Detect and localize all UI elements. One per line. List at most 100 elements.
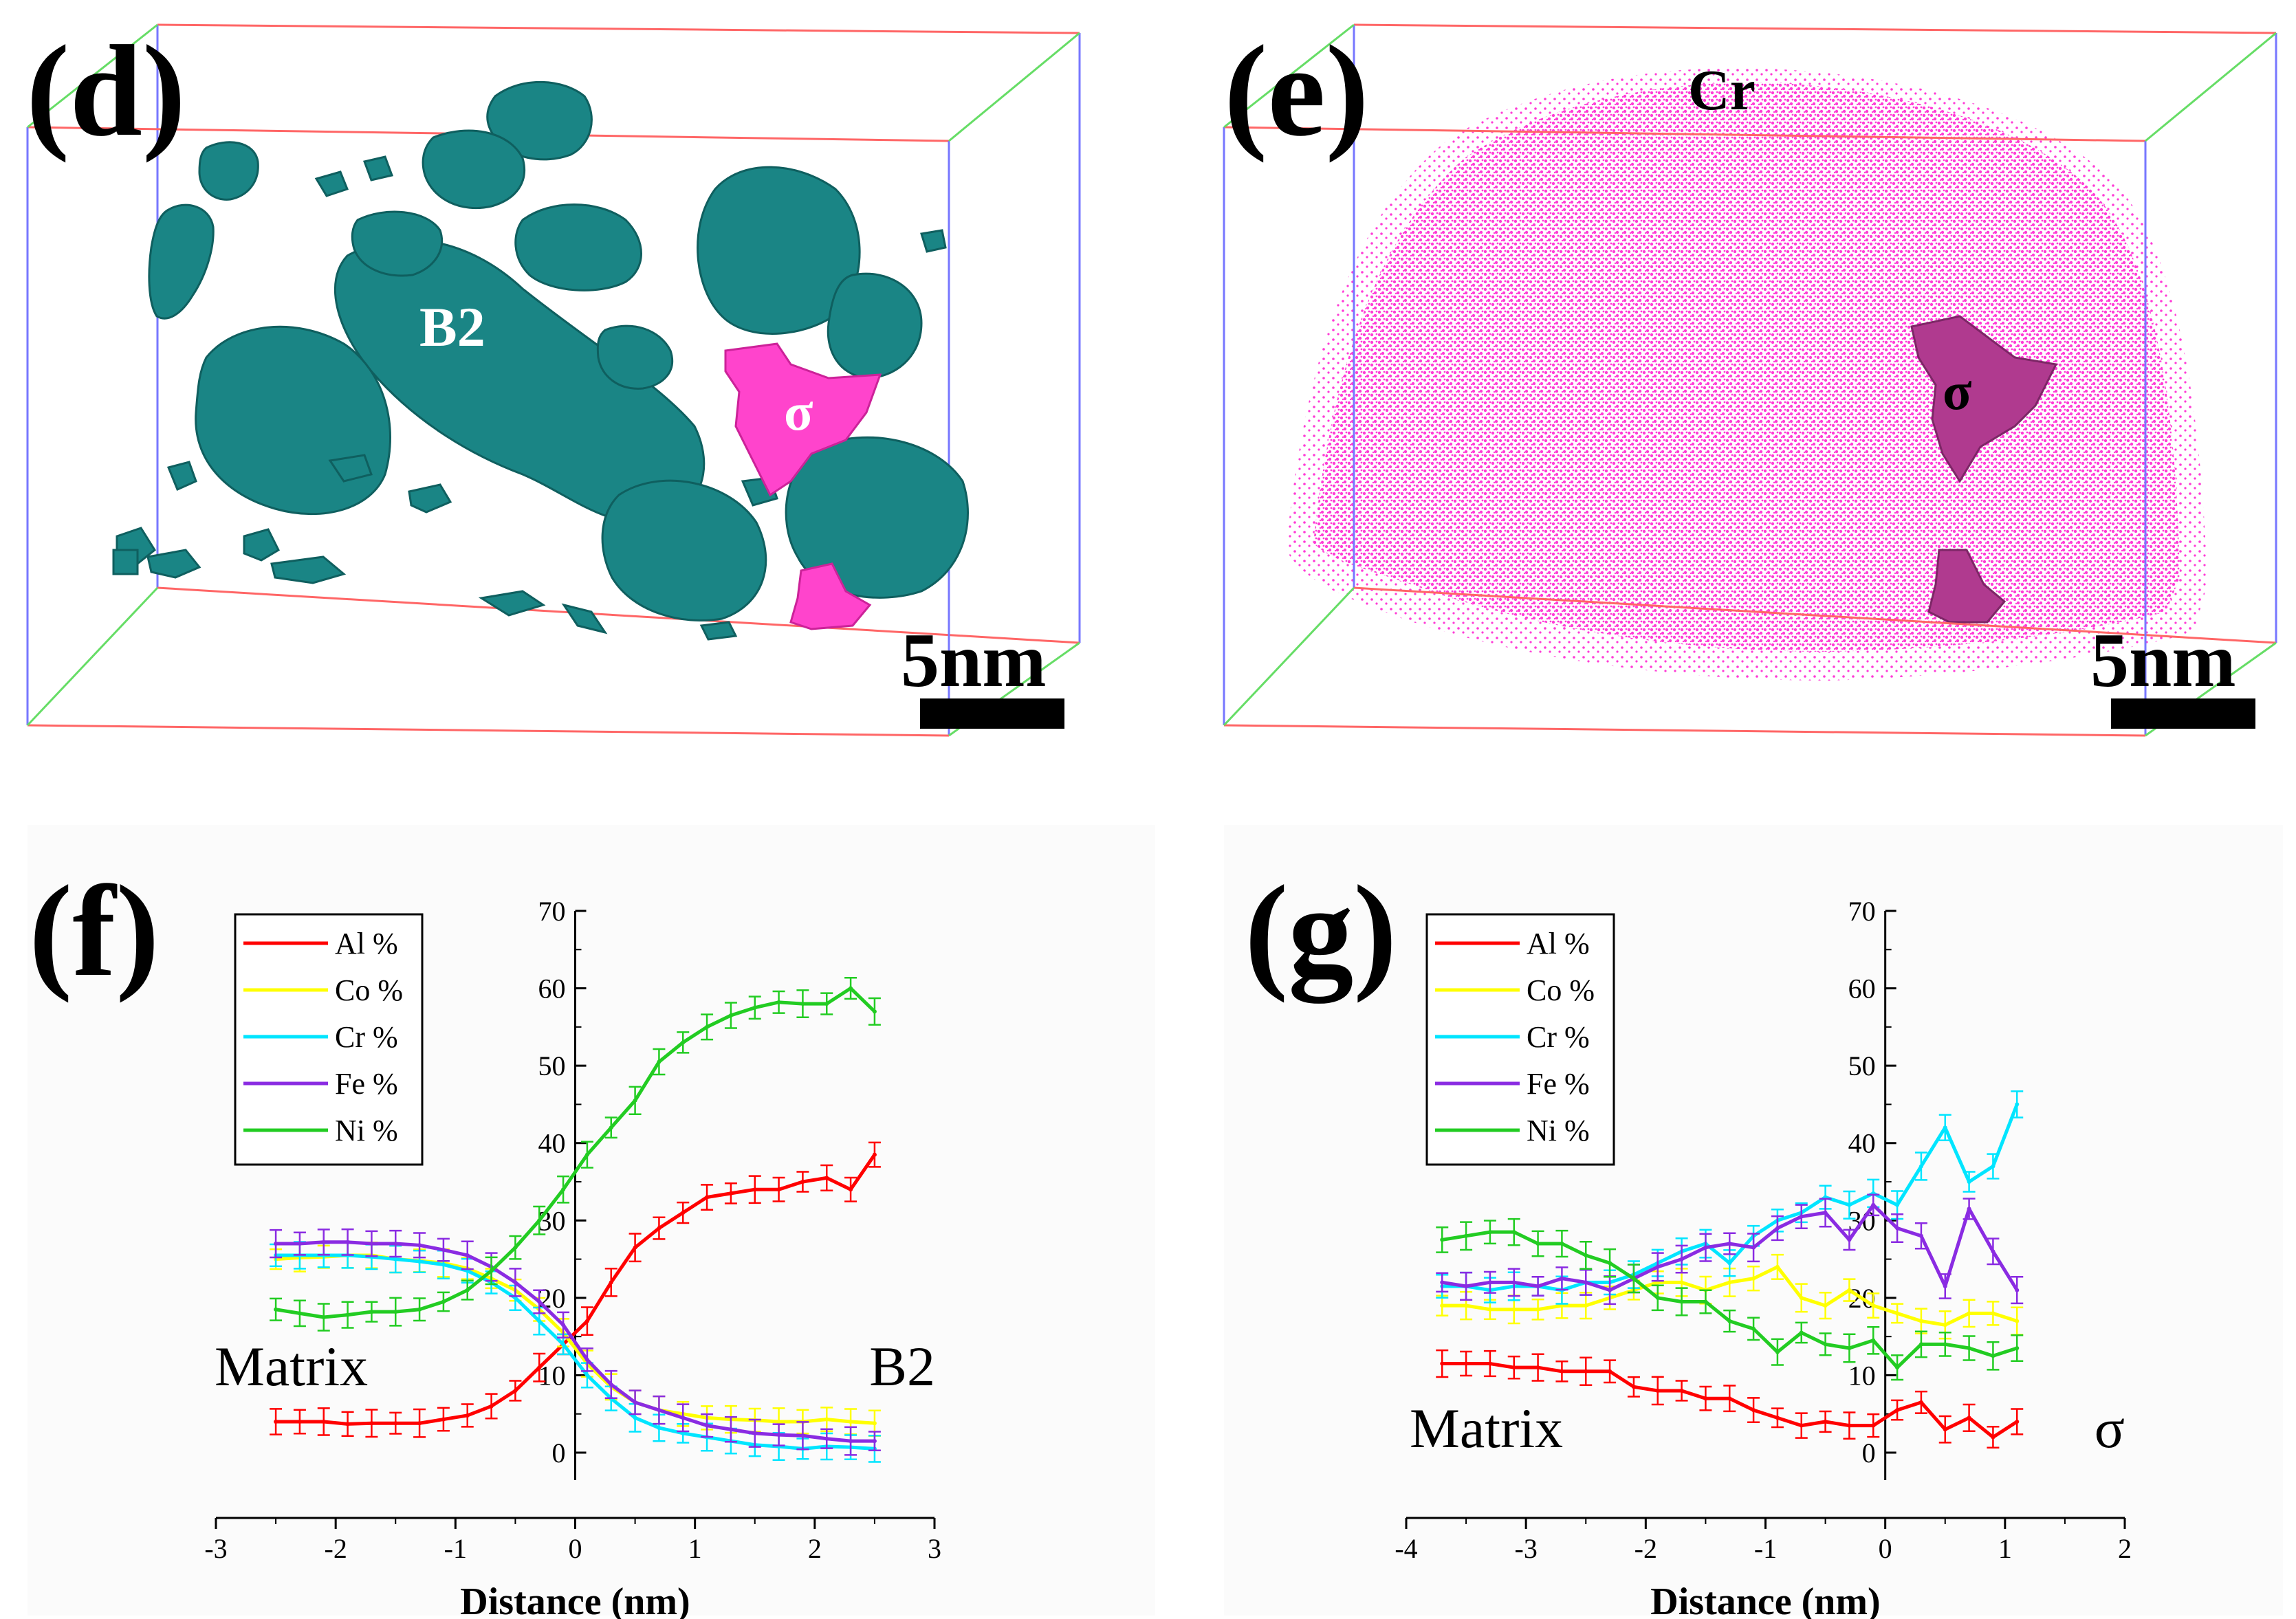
b2-precipitate bbox=[198, 141, 259, 201]
data-point bbox=[1943, 1342, 1947, 1347]
data-point bbox=[1895, 1408, 1900, 1413]
data-point bbox=[537, 1319, 542, 1323]
data-point bbox=[1584, 1253, 1588, 1257]
data-point bbox=[1847, 1346, 1852, 1351]
data-point bbox=[274, 1242, 278, 1246]
data-point bbox=[297, 1419, 302, 1424]
x-tick-label: -3 bbox=[204, 1533, 227, 1564]
data-point bbox=[417, 1421, 422, 1426]
data-point bbox=[1487, 1361, 1492, 1366]
legend-item-fe: Fe % bbox=[1435, 1067, 1590, 1101]
data-point bbox=[417, 1243, 422, 1248]
data-point bbox=[561, 1323, 566, 1328]
data-point bbox=[1751, 1245, 1756, 1250]
data-point bbox=[1631, 1276, 1636, 1281]
data-point bbox=[1918, 1164, 1923, 1169]
data-point bbox=[1895, 1226, 1900, 1231]
data-point bbox=[441, 1248, 446, 1253]
data-point bbox=[1918, 1400, 1923, 1405]
series-fe bbox=[270, 1228, 881, 1456]
b2-precipitate bbox=[785, 436, 969, 599]
data-point bbox=[824, 1176, 829, 1180]
data-point bbox=[1799, 1330, 1804, 1335]
scale-bar-d bbox=[920, 698, 1064, 729]
data-point bbox=[1727, 1396, 1732, 1401]
series-al bbox=[270, 1141, 881, 1438]
legend: Al % Co % Cr % Fe % Ni % bbox=[234, 913, 424, 1166]
legend-label: Co % bbox=[1527, 973, 1595, 1007]
x-axis-title: Distance (nm) bbox=[1650, 1581, 1880, 1619]
y-tick-label: 10 bbox=[1848, 1360, 1876, 1391]
data-point bbox=[1871, 1202, 1876, 1207]
data-point bbox=[1775, 1416, 1780, 1420]
data-point bbox=[1679, 1257, 1684, 1262]
data-point bbox=[513, 1388, 518, 1393]
scale-bar-label-e: 5nm bbox=[2090, 618, 2236, 703]
data-point bbox=[1440, 1280, 1445, 1285]
data-point bbox=[1775, 1350, 1780, 1354]
x-tick-label: 3 bbox=[928, 1533, 941, 1564]
panel-label-e: (e) bbox=[1224, 19, 1369, 164]
data-point bbox=[1967, 1416, 1971, 1420]
data-point bbox=[681, 1211, 686, 1215]
data-point bbox=[1799, 1295, 1804, 1300]
series-ni bbox=[270, 977, 881, 1332]
data-point bbox=[1847, 1288, 1852, 1292]
data-point bbox=[393, 1310, 398, 1314]
x-tick-label: 2 bbox=[2118, 1533, 2132, 1564]
data-point bbox=[297, 1242, 302, 1246]
data-point bbox=[609, 1125, 613, 1130]
data-point bbox=[1464, 1303, 1469, 1308]
data-point bbox=[633, 1416, 637, 1420]
data-point bbox=[728, 1013, 733, 1017]
x-tick-label: -3 bbox=[1515, 1533, 1538, 1564]
data-point bbox=[1823, 1342, 1828, 1347]
data-point bbox=[633, 1245, 637, 1250]
sigma-region-small bbox=[1927, 549, 2007, 624]
data-point bbox=[1943, 1427, 1947, 1432]
data-point bbox=[633, 1400, 637, 1405]
sigma-phase-label: σ bbox=[784, 382, 813, 441]
data-point bbox=[1799, 1214, 1804, 1219]
b2-precipitate-small bbox=[363, 155, 393, 181]
data-point bbox=[1727, 1242, 1732, 1246]
data-point bbox=[417, 1259, 422, 1264]
data-point bbox=[1895, 1365, 1900, 1370]
data-point bbox=[441, 1299, 446, 1304]
data-point bbox=[657, 1226, 662, 1231]
x-tick-label: 2 bbox=[808, 1533, 822, 1564]
data-point bbox=[1487, 1230, 1492, 1235]
data-point bbox=[1464, 1284, 1469, 1288]
b2-precipitate-small bbox=[408, 483, 452, 514]
data-point bbox=[393, 1242, 398, 1246]
b2-precipitate-small bbox=[478, 590, 546, 617]
series-line-al bbox=[276, 1154, 876, 1426]
data-point bbox=[465, 1253, 470, 1257]
data-point bbox=[1895, 1202, 1900, 1207]
data-point bbox=[1679, 1280, 1684, 1285]
legend-label: Ni % bbox=[1527, 1114, 1590, 1147]
data-point bbox=[872, 1421, 877, 1426]
data-point bbox=[584, 1357, 589, 1362]
data-point bbox=[1918, 1342, 1923, 1347]
sigma-precipitate bbox=[724, 342, 882, 497]
legend: Al % Co % Cr % Fe % Ni % bbox=[1425, 913, 1615, 1166]
data-point bbox=[1847, 1423, 1852, 1428]
data-point bbox=[1511, 1307, 1516, 1312]
series-line-fe bbox=[276, 1240, 875, 1443]
data-point bbox=[1991, 1354, 1996, 1358]
x-tick-label: -1 bbox=[1754, 1533, 1777, 1564]
data-point bbox=[417, 1307, 422, 1312]
data-point bbox=[345, 1240, 350, 1244]
legend-box bbox=[1425, 913, 1615, 1166]
data-point bbox=[681, 1431, 686, 1435]
data-point bbox=[1751, 1326, 1756, 1331]
data-point bbox=[1703, 1245, 1708, 1250]
data-point bbox=[489, 1404, 494, 1409]
x-tick-label: -2 bbox=[325, 1533, 347, 1564]
data-point bbox=[776, 1000, 781, 1004]
b2-precipitate-small bbox=[146, 549, 201, 579]
data-point bbox=[1584, 1303, 1588, 1308]
data-point bbox=[1967, 1311, 1971, 1316]
data-point bbox=[800, 1180, 805, 1184]
